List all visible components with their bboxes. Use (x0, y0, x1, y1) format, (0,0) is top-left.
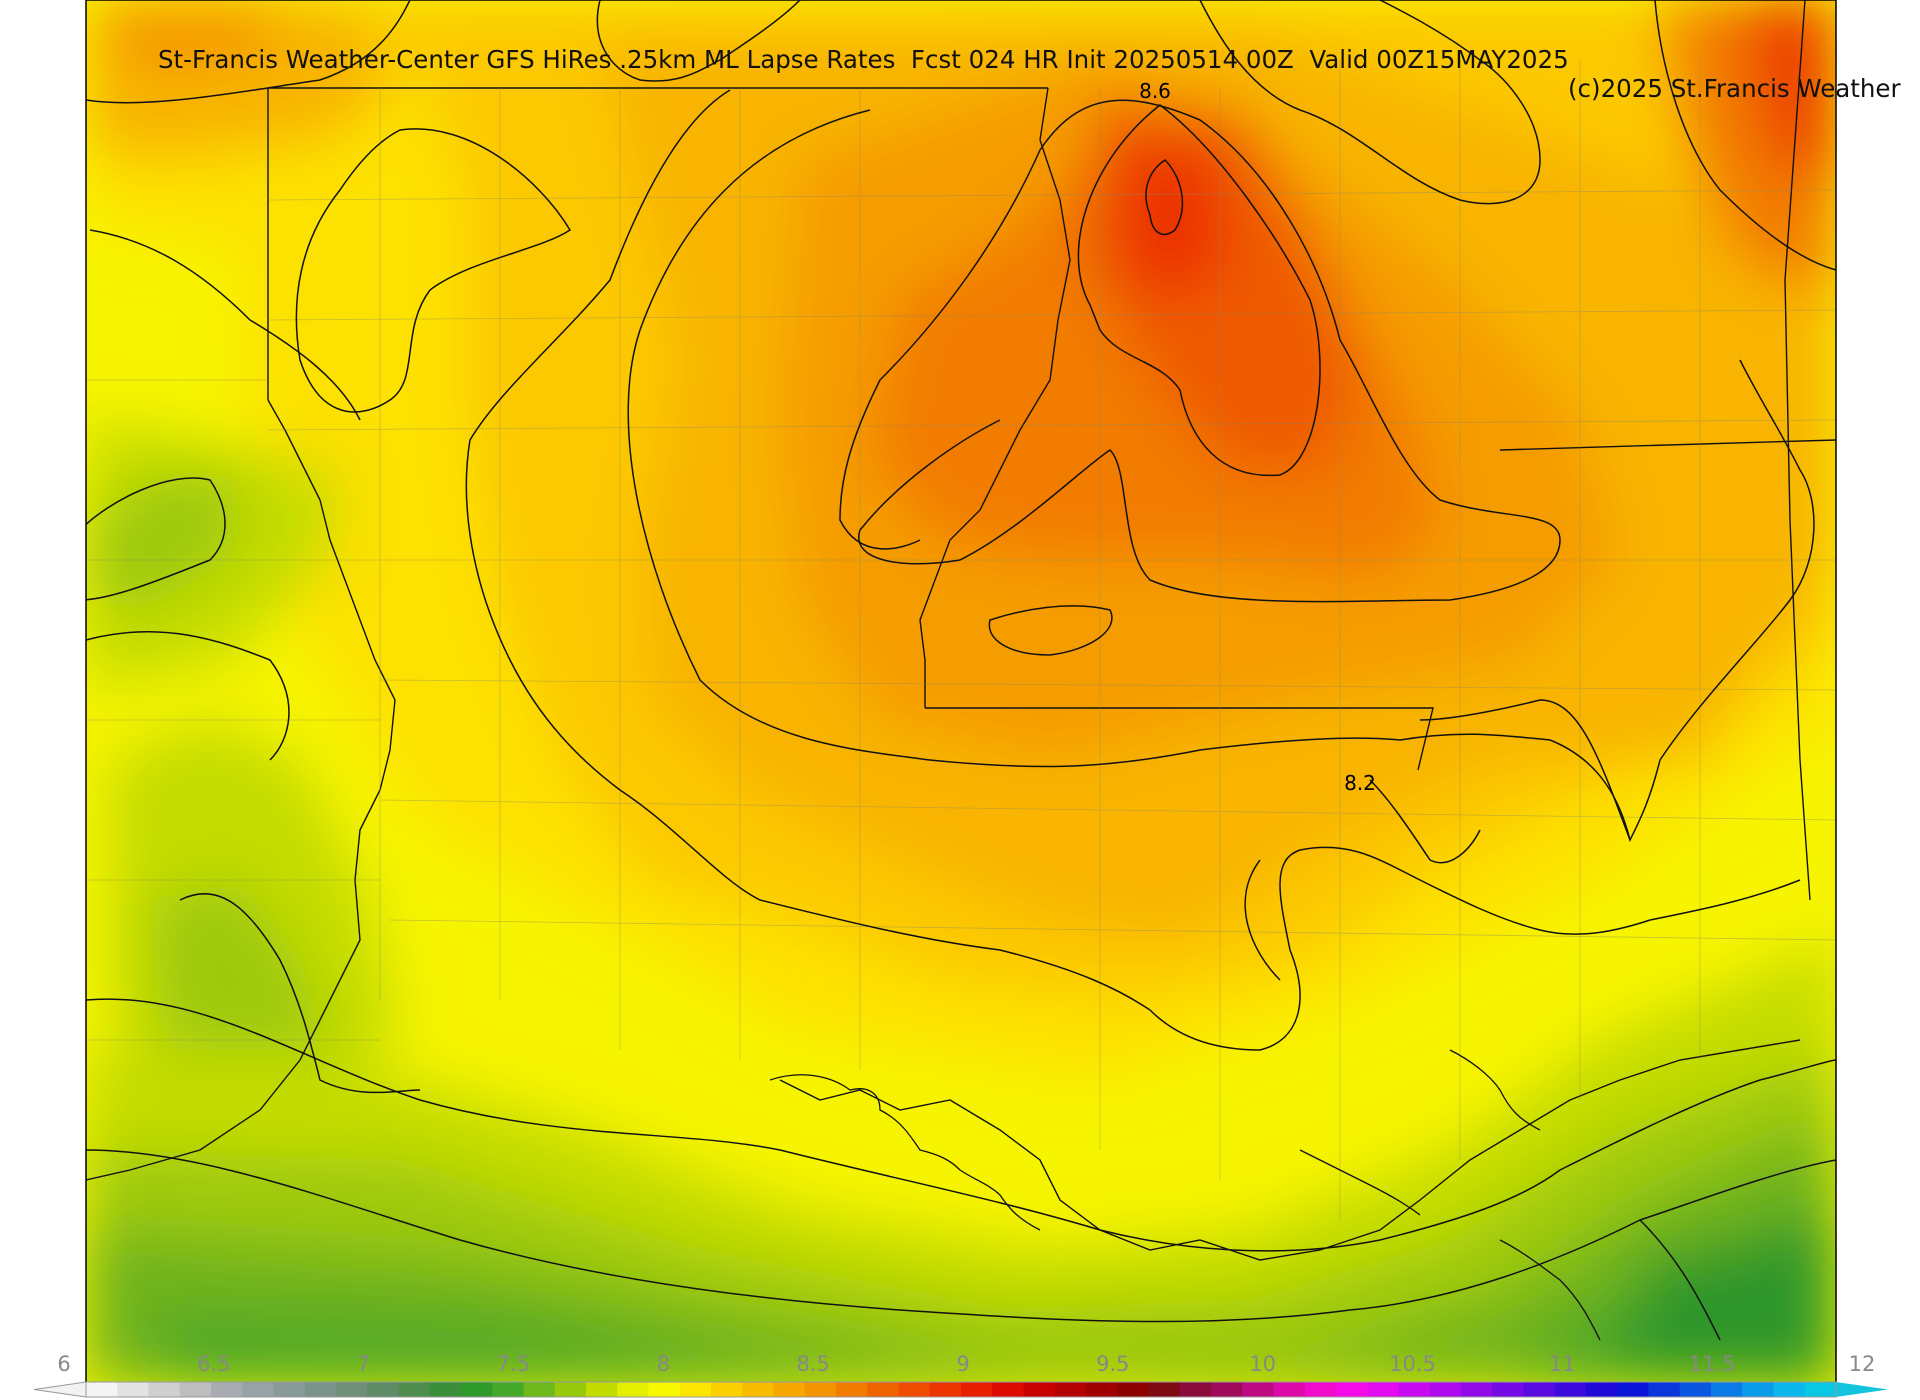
colorbar-swatch (1242, 1382, 1275, 1397)
colorbar-swatch (492, 1382, 525, 1397)
colorbar-tick-label: 12 (1848, 1352, 1876, 1376)
colorbar-swatch (1211, 1382, 1243, 1397)
colorbar-swatch (523, 1382, 556, 1397)
colorbar-swatch (1023, 1382, 1056, 1397)
colorbar-swatch (1804, 1382, 1837, 1397)
colorbar-tick-label: 11.5 (1688, 1352, 1736, 1376)
colorbar-tick-label: 8.5 (796, 1352, 830, 1376)
colorbar-swatch (429, 1382, 462, 1397)
colorbar-swatch (961, 1382, 993, 1397)
colorbar-swatch (992, 1382, 1025, 1397)
contour-lines (86, 0, 1836, 1341)
colorbar-tick-label: 9.5 (1096, 1352, 1130, 1376)
county-lines (86, 60, 1836, 1220)
colorbar-tick-label: 10 (1249, 1352, 1277, 1376)
colorbar-swatch (1679, 1382, 1712, 1397)
colorbar-swatch (836, 1382, 868, 1397)
colorbar-swatch (1554, 1382, 1587, 1397)
colorbar-swatch (1367, 1382, 1400, 1397)
colorbar-swatch (398, 1382, 431, 1397)
colorbar-frame (85, 1381, 1837, 1398)
colorbar-swatch (586, 1382, 618, 1397)
colorbar-swatch (898, 1382, 931, 1397)
colorbar-over-arrow (1836, 1382, 1888, 1397)
colorbar-swatch (554, 1382, 587, 1397)
colorbar-swatch (1398, 1382, 1431, 1397)
colorbar-swatch (1336, 1382, 1368, 1397)
colorbar-tick-label: 6.5 (197, 1352, 231, 1376)
colorbar-swatch (1461, 1382, 1493, 1397)
colorbar-tick-label: 10.5 (1389, 1352, 1436, 1376)
colorbar-swatch (461, 1382, 493, 1397)
lapse-rate-fill: 8.6 8.2 (86, 0, 1836, 1385)
map-header: St-Francis Weather-Center GFS HiRes .25k… (0, 16, 1920, 103)
colorbar-swatch (617, 1382, 650, 1397)
colorbar-swatch (1054, 1382, 1087, 1397)
colorbar-swatch (711, 1382, 743, 1397)
state-borders (86, 0, 1836, 1261)
colorbar-swatch (1523, 1382, 1556, 1397)
colorbar-swatch (1711, 1382, 1743, 1397)
colorbar-swatch (804, 1382, 837, 1397)
colorbar-swatch (679, 1382, 712, 1397)
colorbar-swatch (773, 1382, 806, 1397)
colorbar-swatch (117, 1382, 150, 1397)
colorbar-under-arrow (33, 1381, 87, 1398)
colorbar-swatch (1617, 1382, 1650, 1397)
colorbar-tick-label: 8 (656, 1352, 670, 1376)
colorbar-tick-label: 7 (357, 1352, 371, 1376)
colorbar-swatch (1492, 1382, 1525, 1397)
colorbar-swatch (1648, 1382, 1681, 1397)
colorbar-swatch (1773, 1382, 1806, 1397)
coastline (769, 1049, 1601, 1341)
colorbar-swatch (304, 1382, 337, 1397)
colorbar-tick-label: 6 (57, 1352, 71, 1376)
colorbar-tick-label: 11 (1548, 1352, 1576, 1376)
colorbar-swatch (86, 1382, 118, 1397)
copyright-notice: (c)2025 St.Francis Weather (1568, 74, 1901, 103)
colorbar-swatch (367, 1382, 400, 1397)
colorbar-swatch (1429, 1382, 1462, 1397)
colorbar-swatch (1273, 1382, 1306, 1397)
colorbar-tick-label: 7.5 (496, 1352, 531, 1376)
colorbar-swatch (1086, 1382, 1118, 1397)
colorbar-swatch (1586, 1382, 1618, 1397)
colorbar-swatch (1117, 1382, 1150, 1397)
colorbar-swatch (273, 1382, 306, 1397)
colorbar-swatch (648, 1382, 681, 1397)
colorbar-swatch (1179, 1382, 1212, 1397)
colorbar-swatch (929, 1382, 962, 1397)
colorbar-swatch (336, 1382, 368, 1397)
colorbar-swatch (867, 1382, 900, 1397)
map-title: St-Francis Weather-Center GFS HiRes .25k… (158, 45, 1569, 74)
colorbar-tick-label: 9 (956, 1352, 970, 1376)
colorbar-swatch (1742, 1382, 1775, 1397)
colorbar-swatch (211, 1382, 243, 1397)
colorbar-swatch (179, 1382, 212, 1397)
contour-label-8-2: 8.2 (1344, 771, 1376, 795)
colorbar-swatch (1304, 1382, 1337, 1397)
colorbar-swatch (1148, 1382, 1181, 1397)
colorbar-swatch (242, 1382, 275, 1397)
colorbar (33, 1381, 1888, 1398)
contour-label-8-6: 8.6 (1139, 79, 1171, 103)
colorbar-swatch (148, 1382, 181, 1397)
colorbar-swatch (742, 1382, 775, 1397)
